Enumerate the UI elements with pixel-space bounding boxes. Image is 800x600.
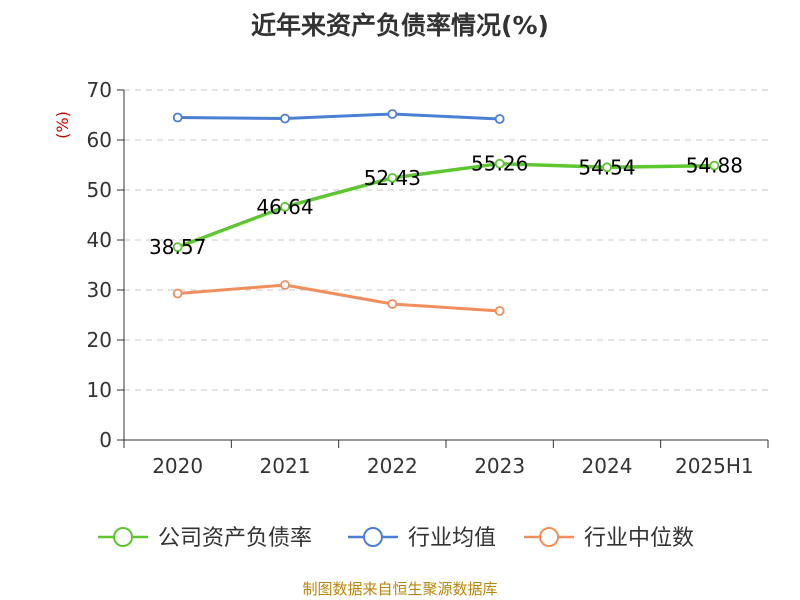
x-tick-label: 2022: [367, 454, 418, 478]
x-tick-label: 2023: [474, 454, 525, 478]
y-tick-label: 10: [87, 378, 112, 402]
data-label: 52.43: [364, 166, 421, 190]
data-label: 54.88: [686, 154, 743, 178]
legend-item[interactable]: 公司资产负债率: [98, 526, 312, 551]
legend[interactable]: 公司资产负债率 行业均值 行业中位数: [98, 526, 694, 551]
legend-marker: [539, 527, 559, 547]
y-tick-label: 40: [87, 228, 112, 252]
grid: [124, 89, 768, 391]
series-line: [176, 283, 502, 313]
data-point: [280, 201, 290, 212]
data-point: [602, 162, 612, 173]
data-point: [709, 160, 720, 171]
data-point: [387, 299, 398, 309]
data-point: [494, 114, 505, 124]
data-point: [387, 109, 398, 119]
data-point: [280, 280, 290, 290]
x-tick-label: 2021: [260, 454, 311, 478]
data-label: 55.26: [471, 152, 528, 176]
data-point: [172, 242, 183, 253]
y-tick-label: 70: [87, 78, 112, 102]
data-point: [387, 172, 398, 183]
data-label: 54.54: [578, 155, 635, 179]
x-tick-label: 2024: [582, 454, 633, 478]
y-tick-label: 30: [87, 278, 112, 302]
data-point: [280, 113, 290, 124]
x-tick-label: 2020: [152, 454, 203, 478]
legend-marker: [113, 527, 133, 547]
legend-marker: [363, 527, 383, 547]
x-tick-label: 2025H1: [675, 454, 754, 478]
legend-item[interactable]: 行业中位数: [524, 526, 694, 551]
y-axis-unit-label: (%): [53, 111, 72, 139]
series-group: [172, 109, 720, 316]
series-line: [175, 161, 717, 249]
y-tick-label: 60: [87, 128, 112, 152]
chart-title: 近年来资产负债率情况(%): [251, 11, 549, 40]
axes: 0 10 20 30 40 50 60 70 2020 2021 2022 2023 2024 2025H…: [87, 78, 769, 478]
legend-label: 行业均值: [408, 526, 496, 551]
y-tick-label: 0: [99, 428, 112, 452]
data-point: [172, 288, 183, 299]
series-line: [176, 112, 502, 121]
legend-label: 行业中位数: [584, 526, 694, 551]
data-point: [172, 112, 183, 123]
data-label: 38.57: [149, 235, 206, 259]
source-note: 制图数据来自恒生聚源数据库: [302, 580, 497, 598]
data-point: [494, 158, 505, 169]
data-label: 46.64: [256, 195, 313, 219]
y-tick-label: 20: [87, 328, 112, 352]
legend-label: 公司资产负债率: [158, 526, 312, 551]
legend-item[interactable]: 行业均值: [348, 526, 496, 551]
data-labels: 38.57 46.64 52.43 55.26 54.54 54.88: [149, 152, 743, 259]
y-tick-label: 50: [87, 178, 112, 202]
data-point: [494, 306, 505, 316]
